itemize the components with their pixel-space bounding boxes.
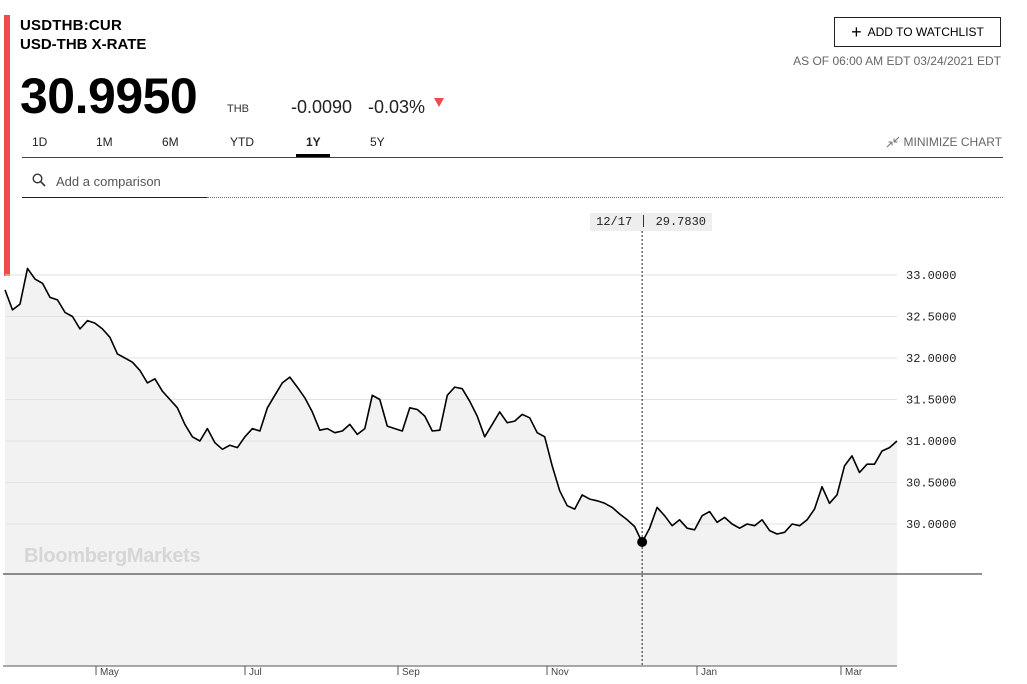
tooltip-value: 29.7830 xyxy=(655,215,706,229)
tab-1d[interactable]: 1D xyxy=(32,135,48,149)
add-to-watchlist-button[interactable]: + ADD TO WATCHLIST xyxy=(834,17,1001,47)
tooltip-date: 12/17 xyxy=(596,215,633,229)
minimize-chart-button[interactable]: MINIMIZE CHART xyxy=(886,135,1002,149)
y-tick-label: 32.0000 xyxy=(906,352,956,366)
chart-lower-band xyxy=(5,574,897,666)
comparison-search xyxy=(22,167,208,198)
security-name: USD-THB X-RATE xyxy=(20,36,147,53)
x-tick-label: Jul xyxy=(249,667,262,678)
tab-1y[interactable]: 1Y xyxy=(306,135,321,149)
crosshair-tooltip: 12/17 29.7830 xyxy=(590,213,712,231)
bloomberg-watermark: BloombergMarkets xyxy=(24,545,201,567)
down-arrow-icon xyxy=(434,98,444,107)
y-tick-label: 31.5000 xyxy=(906,394,956,408)
as-of-timestamp: AS OF 06:00 AM EDT 03/24/2021 EDT xyxy=(793,54,1001,68)
last-price: 30.9950 xyxy=(20,68,198,124)
plus-icon: + xyxy=(851,22,862,42)
search-icon xyxy=(32,173,46,187)
minimize-chart-label: MINIMIZE CHART xyxy=(903,135,1002,149)
accent-bar xyxy=(4,15,10,276)
tab-6m[interactable]: 6M xyxy=(162,135,179,149)
currency-label: THB xyxy=(227,103,249,115)
minimize-icon xyxy=(886,136,899,148)
series-line xyxy=(4,267,898,544)
tab-1m[interactable]: 1M xyxy=(96,135,113,149)
toolbar-divider xyxy=(207,197,1003,198)
series-area-fill xyxy=(5,268,897,574)
price-change: -0.0090 xyxy=(291,97,353,117)
tab-5y[interactable]: 5Y xyxy=(370,135,385,149)
y-tick-label: 30.5000 xyxy=(906,477,956,491)
y-tick-label: 30.0000 xyxy=(906,518,956,532)
x-tick-label: Sep xyxy=(402,667,420,678)
comparison-input[interactable] xyxy=(54,169,208,193)
price-change-percent: -0.03% xyxy=(368,97,426,117)
y-tick-label: 33.0000 xyxy=(906,269,956,283)
crosshair-point xyxy=(637,537,648,548)
x-tick-label: Nov xyxy=(551,667,569,678)
active-tab-indicator xyxy=(296,154,330,157)
tabs-divider xyxy=(22,157,1003,158)
tab-ytd[interactable]: YTD xyxy=(230,135,254,149)
y-tick-label: 32.5000 xyxy=(906,311,956,325)
x-tick-label: May xyxy=(100,667,119,678)
tooltip-separator xyxy=(643,215,645,227)
ticker-symbol: USDTHB:CUR xyxy=(20,17,122,34)
price-chart[interactable]: 33.0000 32.5000 32.0000 31.5000 31.0000 30.50… xyxy=(0,198,1010,684)
x-tick-label: Jan xyxy=(701,667,717,678)
watchlist-label: ADD TO WATCHLIST xyxy=(867,25,984,39)
timeframe-tabs: 1D 1M 6M YTD 1Y 5Y xyxy=(22,128,1002,156)
y-tick-label: 31.0000 xyxy=(906,435,956,449)
x-tick-label: Mar xyxy=(845,667,863,678)
